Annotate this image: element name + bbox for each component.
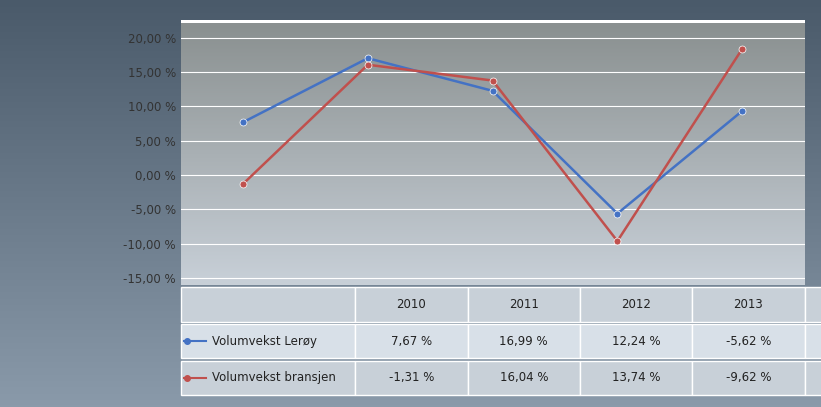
Text: 2010: 2010 (397, 298, 426, 311)
Text: -1,31 %: -1,31 % (389, 371, 434, 384)
Text: Volumvekst Lerøy: Volumvekst Lerøy (212, 335, 317, 348)
Volumvekst bransjen (363, 62, 373, 67)
FancyBboxPatch shape (580, 324, 692, 358)
Text: 16,04 %: 16,04 % (499, 371, 548, 384)
Text: 2011: 2011 (509, 298, 539, 311)
FancyBboxPatch shape (580, 361, 692, 395)
FancyBboxPatch shape (805, 361, 821, 395)
Text: -5,62 %: -5,62 % (726, 335, 771, 348)
FancyBboxPatch shape (181, 361, 355, 395)
FancyBboxPatch shape (355, 287, 468, 322)
Volumvekst Lerøy (363, 56, 373, 61)
FancyBboxPatch shape (181, 287, 355, 322)
Volumvekst Lerøy (488, 88, 498, 93)
Text: -9,62 %: -9,62 % (726, 371, 771, 384)
FancyBboxPatch shape (692, 287, 805, 322)
Text: 7,67 %: 7,67 % (391, 335, 432, 348)
FancyBboxPatch shape (468, 324, 580, 358)
FancyBboxPatch shape (181, 324, 355, 358)
Text: 12,24 %: 12,24 % (612, 335, 660, 348)
Text: 13,74 %: 13,74 % (612, 371, 660, 384)
Volumvekst bransjen (737, 46, 747, 51)
FancyBboxPatch shape (692, 324, 805, 358)
Text: 2012: 2012 (621, 298, 651, 311)
Text: 2013: 2013 (733, 298, 764, 311)
Volumvekst bransjen (488, 78, 498, 83)
Volumvekst bransjen (238, 182, 248, 186)
Text: 16,99 %: 16,99 % (499, 335, 548, 348)
Volumvekst Lerøy (238, 120, 248, 125)
FancyBboxPatch shape (355, 361, 468, 395)
Line: Volumvekst bransjen: Volumvekst bransjen (240, 46, 745, 245)
Volumvekst Lerøy (612, 211, 622, 216)
FancyBboxPatch shape (805, 287, 821, 322)
Line: Volumvekst Lerøy: Volumvekst Lerøy (240, 55, 745, 217)
FancyBboxPatch shape (468, 361, 580, 395)
FancyBboxPatch shape (468, 287, 580, 322)
FancyBboxPatch shape (692, 361, 805, 395)
FancyBboxPatch shape (580, 287, 692, 322)
Volumvekst bransjen (612, 239, 622, 243)
FancyBboxPatch shape (805, 324, 821, 358)
Volumvekst Lerøy (737, 109, 747, 114)
Text: Volumvekst bransjen: Volumvekst bransjen (212, 371, 336, 384)
FancyBboxPatch shape (355, 324, 468, 358)
